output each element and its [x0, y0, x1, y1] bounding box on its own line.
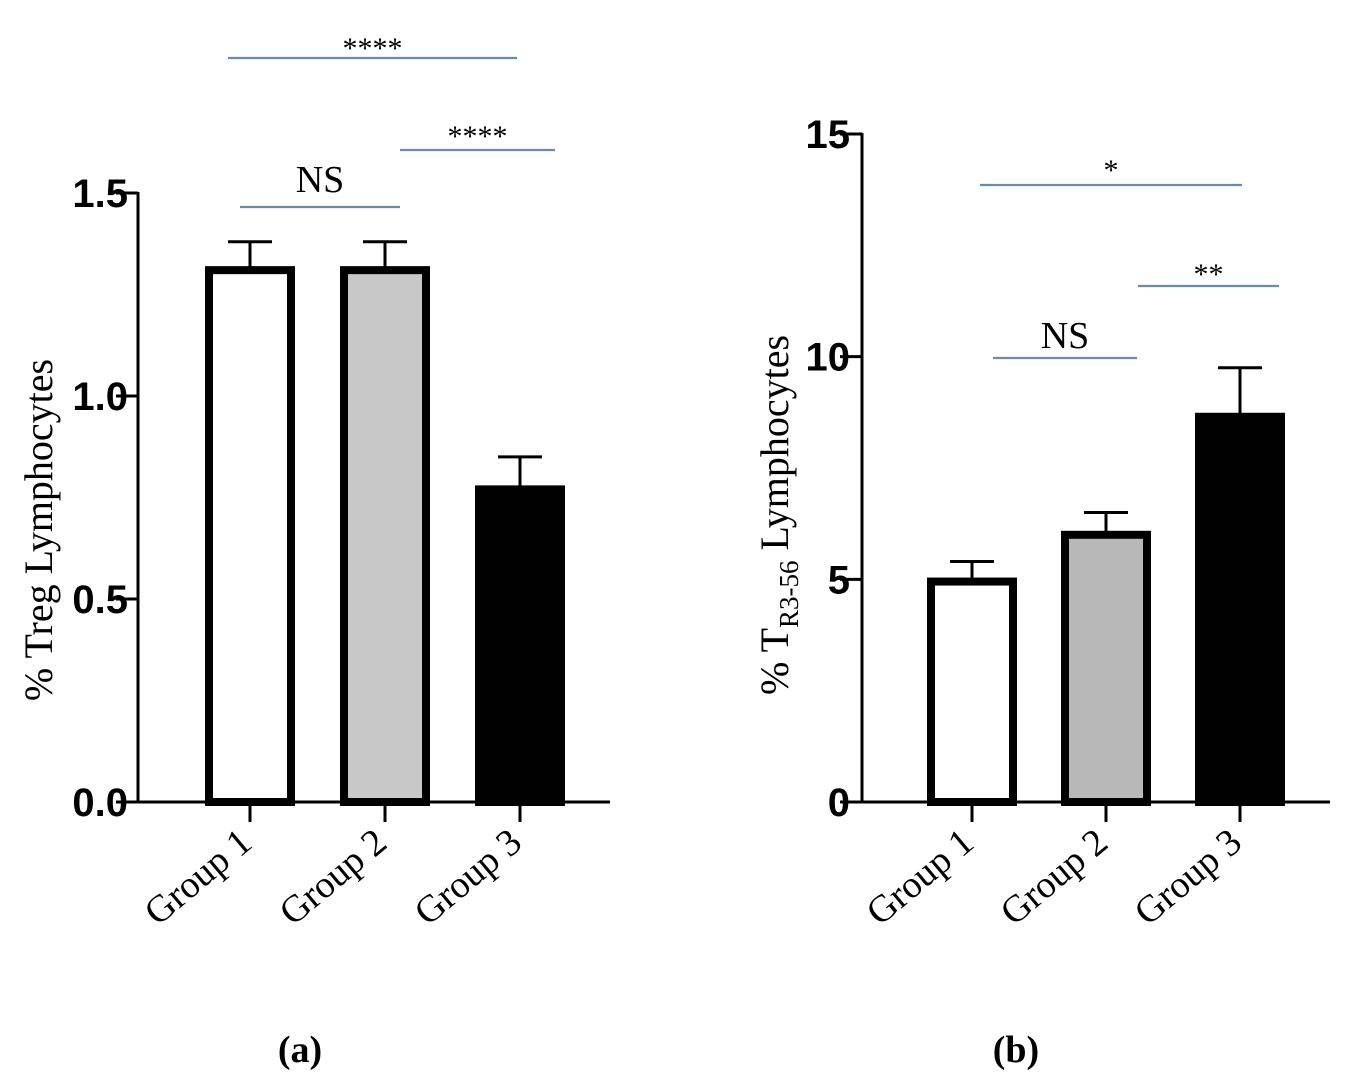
panel-label: (a): [278, 1029, 322, 1071]
chart-panel-a: 0.0 0.5 1.0 1.5 Group 1 Group 2 Group 3 % Treg …: [16, 32, 610, 1071]
y-tick-label-1: 5: [828, 558, 850, 602]
y-axis-title-main: % T: [752, 628, 797, 695]
y-axis-title-rest: Lymphocytes: [752, 335, 797, 561]
y-tick-label-0: 0.0: [72, 781, 128, 825]
y-tick-label-2: 10: [806, 336, 851, 380]
bar-1: [927, 577, 1017, 806]
x-tick-label-1: Group 1: [859, 821, 982, 934]
y-axis-title-subscript: R3-56: [774, 561, 804, 629]
chart-panel-b: 0 5 10 15 Group 1 Group 2 Group 3 % TR3-56 Lymp…: [752, 113, 1330, 1071]
bar-1: [205, 266, 295, 806]
x-tick-label-2: Group 2: [993, 821, 1116, 934]
y-axis-title: % Treg Lymphocytes: [16, 359, 61, 701]
y-axis-title: % TR3-56 Lymphocytes: [752, 335, 804, 695]
significance-label-2: **: [1194, 258, 1224, 291]
bar-2: [1061, 530, 1151, 806]
x-tick-label-3: Group 3: [1127, 821, 1250, 934]
significance-label-1: NS: [296, 159, 345, 201]
x-tick-label-3: Group 3: [407, 821, 530, 934]
y-tick-label-1: 0.5: [72, 578, 128, 622]
significance-label-3: *: [1104, 154, 1119, 187]
y-tick-label-3: 15: [806, 113, 851, 157]
significance-label-1: NS: [1041, 315, 1090, 357]
x-tick-label-1: Group 1: [137, 821, 260, 934]
x-tick-label-2: Group 2: [272, 821, 395, 934]
significance-label-3: ****: [343, 32, 403, 65]
bar-2: [340, 266, 430, 806]
y-tick-label-3: 1.5: [72, 172, 128, 216]
bar-3: [1195, 412, 1285, 806]
y-tick-label-0: 0: [828, 781, 850, 825]
y-tick-label-2: 1.0: [72, 375, 128, 419]
significance-label-2: ****: [448, 120, 508, 153]
panel-label: (b): [993, 1029, 1039, 1071]
bar-3: [475, 485, 565, 806]
